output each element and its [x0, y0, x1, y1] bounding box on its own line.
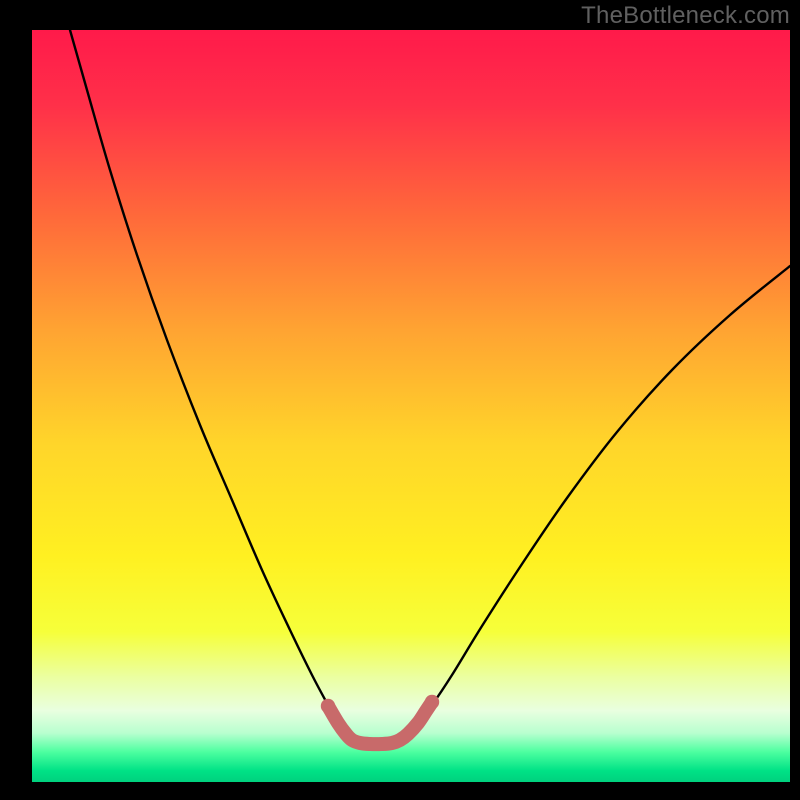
plot-area	[32, 30, 790, 782]
frame-right	[790, 0, 800, 800]
overlay-end-dot	[425, 695, 439, 709]
bottleneck-curve	[70, 30, 790, 744]
frame-bottom	[0, 782, 800, 800]
chart-stage: TheBottleneck.com	[0, 0, 800, 800]
watermark-text: TheBottleneck.com	[581, 2, 790, 30]
optimal-range-overlay	[328, 702, 432, 744]
overlay-end-dot	[321, 699, 335, 713]
curve-layer	[32, 30, 790, 782]
frame-left	[0, 0, 32, 800]
